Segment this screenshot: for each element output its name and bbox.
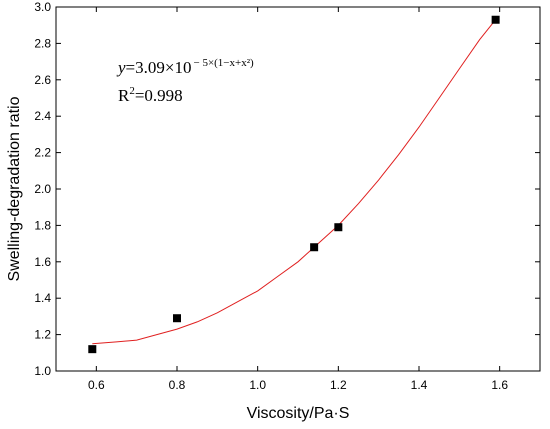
data-point xyxy=(334,223,343,232)
y-axis-title: Swelling-degradation ratio xyxy=(6,96,23,281)
x-tick-label: 0.6 xyxy=(88,378,105,392)
x-tick-label: 1.4 xyxy=(411,378,428,392)
y-tick-label: 1.6 xyxy=(34,255,51,269)
y-tick-label: 1.2 xyxy=(34,328,51,342)
equation-main: =3.09×10 xyxy=(126,58,192,77)
fit-equation: y=3.09×10− 5×(1−x+x²) xyxy=(116,57,254,77)
tick-labels: 0.6 0.8 1.0 1.2 1.4 1.6 1.0 1.2 1.4 1.6 1.8 2.0 2.2 2… xyxy=(34,0,508,392)
y-tick-label: 2.6 xyxy=(34,73,51,87)
y-tick-label: 2.8 xyxy=(34,36,51,50)
y-tick-label: 3.0 xyxy=(34,0,51,14)
equation-y: y xyxy=(116,58,126,77)
data-point xyxy=(88,345,97,354)
equation-exponent: − 5×(1−x+x²) xyxy=(193,57,254,69)
x-tick-label: 1.6 xyxy=(491,378,508,392)
data-point xyxy=(310,243,319,252)
y-tick-label: 2.2 xyxy=(34,146,51,160)
y-tick-label: 1.4 xyxy=(34,291,51,305)
data-point xyxy=(173,314,181,323)
data-points xyxy=(88,15,500,354)
y-tick-label: 1.8 xyxy=(34,218,51,232)
r2-main: R xyxy=(118,86,130,105)
r2-sup: 2 xyxy=(129,85,135,97)
x-tick-label: 0.8 xyxy=(169,378,186,392)
x-axis-title: Viscosity/Pa·S xyxy=(247,405,350,422)
y-tick-label: 2.4 xyxy=(34,109,51,123)
y-tick-label: 1.0 xyxy=(34,364,51,378)
axis-ticks xyxy=(56,6,540,372)
r2-value: =0.998 xyxy=(135,86,183,105)
x-tick-label: 1.2 xyxy=(330,378,347,392)
y-tick-label: 2.0 xyxy=(34,182,51,196)
x-tick-label: 1.0 xyxy=(249,378,266,392)
data-point xyxy=(491,15,500,24)
fit-curve xyxy=(92,19,496,345)
r-squared: R2=0.998 xyxy=(118,85,183,105)
